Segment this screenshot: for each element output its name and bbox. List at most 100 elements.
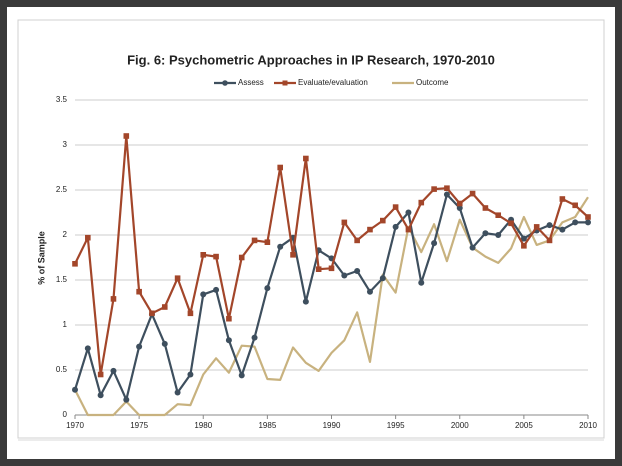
point <box>559 196 566 202</box>
point <box>418 199 425 206</box>
point <box>264 239 271 245</box>
point <box>405 209 412 216</box>
y-tick-label: 3 <box>63 140 68 149</box>
point <box>302 298 309 305</box>
x-tick-label: 1980 <box>194 421 212 430</box>
legend-label: Evaluate/evaluation <box>298 78 368 87</box>
point <box>84 345 91 352</box>
legend-marker <box>282 80 288 86</box>
legend-label: Outcome <box>416 78 449 87</box>
point <box>495 232 502 238</box>
point <box>431 186 437 192</box>
point <box>123 396 130 403</box>
point <box>238 372 245 379</box>
point <box>585 214 591 220</box>
point <box>392 204 399 210</box>
point <box>418 279 425 286</box>
x-tick-label: 2000 <box>451 421 469 430</box>
point <box>136 343 143 350</box>
y-tick-label: 2.5 <box>56 185 68 194</box>
point <box>187 371 194 378</box>
point <box>482 230 489 237</box>
point <box>136 288 142 295</box>
point <box>379 275 386 282</box>
y-tick-label: 3.5 <box>56 95 68 104</box>
point <box>482 205 489 211</box>
point <box>431 240 438 247</box>
point <box>149 310 155 317</box>
chart-title: Fig. 6: Psychometric Approaches in IP Re… <box>127 52 495 67</box>
x-tick-label: 1975 <box>130 421 148 430</box>
point <box>226 315 232 322</box>
point <box>97 371 104 378</box>
point <box>264 285 271 292</box>
y-tick-label: 1.5 <box>56 275 68 284</box>
y-tick-label: 2 <box>63 230 68 239</box>
series-line <box>74 196 589 417</box>
point <box>225 337 232 344</box>
point <box>341 272 348 279</box>
point <box>456 205 463 211</box>
legend-marker <box>222 80 228 86</box>
x-tick-label: 1970 <box>66 421 84 430</box>
point <box>572 219 579 226</box>
point <box>572 202 578 209</box>
x-tick-label: 2010 <box>579 421 597 430</box>
point <box>354 268 361 274</box>
point <box>392 223 399 230</box>
point <box>366 288 373 295</box>
point <box>72 386 78 393</box>
point <box>443 191 450 198</box>
point <box>161 304 168 310</box>
point <box>585 219 591 226</box>
point <box>354 237 360 244</box>
point <box>200 291 207 298</box>
point <box>495 212 502 218</box>
x-tick-label: 1995 <box>387 421 405 430</box>
point <box>85 234 91 241</box>
point <box>380 217 386 224</box>
point <box>521 243 527 249</box>
point <box>97 392 104 399</box>
x-tick-label: 1990 <box>323 421 341 430</box>
point <box>251 237 258 244</box>
point <box>213 253 219 260</box>
slide <box>7 7 615 459</box>
point <box>174 389 181 396</box>
point <box>508 220 514 227</box>
point <box>290 252 296 258</box>
point <box>277 164 283 171</box>
x-tick-label: 2005 <box>515 421 533 430</box>
point <box>251 334 258 341</box>
point <box>444 185 450 191</box>
point <box>187 310 194 317</box>
legend-label: Assess <box>238 78 264 87</box>
point <box>238 254 245 261</box>
point <box>110 367 117 374</box>
point <box>174 275 181 281</box>
point <box>72 261 78 267</box>
point <box>110 296 117 302</box>
point <box>367 226 373 233</box>
point <box>546 222 553 229</box>
point <box>456 200 463 207</box>
point <box>469 244 476 251</box>
point <box>546 237 553 244</box>
point <box>559 226 566 233</box>
y-axis-label: % of Sample <box>36 231 46 285</box>
point <box>200 252 207 258</box>
x-tick-label: 1985 <box>258 421 276 430</box>
point <box>520 235 527 242</box>
y-tick-label: 0 <box>63 410 68 419</box>
point <box>315 266 322 272</box>
point <box>328 265 335 272</box>
point <box>303 155 309 162</box>
point <box>213 286 220 293</box>
point <box>123 133 130 139</box>
point <box>469 190 476 197</box>
y-tick-label: 1 <box>63 320 68 329</box>
point <box>405 226 412 233</box>
point <box>341 219 348 226</box>
point <box>533 224 540 230</box>
